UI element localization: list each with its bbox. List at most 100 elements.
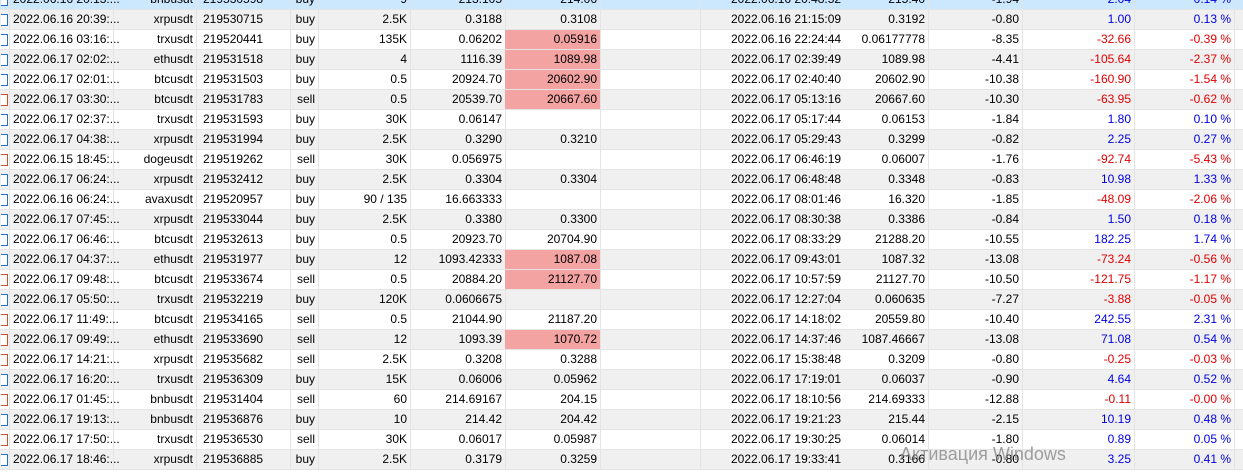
column-divider [196,430,197,450]
column-divider [290,170,291,190]
table-row: 2022.06.15 18:45:... dogeusdt 219519262 sel… [0,150,1243,170]
column-divider [700,130,701,150]
sl-cell: 1089.98 [505,50,600,69]
percent-cell: -1.54 % [1189,72,1231,86]
symbol-cell: bnbusdt [150,392,193,406]
percent-cell: 1.74 % [1193,232,1231,246]
price-cell: 213.105 [410,0,505,9]
column-divider [318,170,319,190]
close-time-cell: 2022.06.17 06:48:48 [731,172,842,186]
column-divider [830,450,831,470]
column-divider [1022,130,1023,150]
profit-cell: 10.19 [1100,412,1131,426]
time-cell: 2022.06.17 02:02:... [13,52,120,66]
profit-cell: 1.50 [1107,212,1131,226]
price-cell: 0.06017 [458,432,502,446]
column-divider [830,370,831,390]
close-time-cell: 2022.06.17 08:33:29 [731,232,842,246]
column-divider [1234,230,1235,250]
close-price-cell: 1087.32 [881,252,925,266]
column-divider [318,450,319,470]
column-divider [1134,390,1135,410]
table-row: 2022.06.17 04:38:... xrpusdt 219531994 buy 2… [0,130,1243,150]
column-divider [113,50,114,70]
type-cell: buy [295,32,315,46]
table-row: 2022.06.16 20:39:... xrpusdt 219530715 buy 2… [0,10,1243,30]
deal-icon [1,234,8,246]
column-divider [830,230,831,250]
column-divider [928,270,929,290]
column-divider [1022,350,1023,370]
column-divider [1234,0,1235,10]
column-divider [1022,290,1023,310]
close-time-cell: 2022.06.17 17:19:01 [731,372,842,386]
column-divider [830,210,831,230]
column-divider [290,230,291,250]
column-divider [928,330,929,350]
column-divider [196,10,197,30]
time-cell: 2022.06.17 03:30:... [13,92,120,106]
column-divider [700,270,701,290]
column-divider [1022,230,1023,250]
column-divider [600,30,601,50]
column-divider [1234,410,1235,430]
column-divider [113,450,114,470]
column-divider [928,430,929,450]
deal-icon [1,74,8,86]
price-cell: 0.056975 [451,152,502,166]
column-divider [928,230,929,250]
column-divider [9,310,10,330]
column-divider [700,70,701,90]
column-divider [113,70,114,90]
column-divider [600,110,601,130]
close-price-cell: 20667.60 [874,92,925,106]
column-divider [928,210,929,230]
ticket-cell: 219532219 [203,292,264,306]
close-price-cell: 0.06153 [881,112,925,126]
column-divider [290,30,291,50]
price-cell: 214.42 [465,412,502,426]
column-divider [196,190,197,210]
deal-icon [1,174,8,186]
column-divider [600,290,601,310]
profit-cell: -32.66 [1096,32,1131,46]
column-divider [318,70,319,90]
column-divider [9,110,10,130]
ticket-cell: 219531994 [203,132,264,146]
column-divider [600,150,601,170]
ticket-cell: 219533690 [203,332,264,346]
column-divider [318,190,319,210]
type-cell: buy [295,212,315,226]
percent-cell: 2.31 % [1193,312,1231,326]
swap-cell: -13.08 [984,332,1019,346]
column-divider [928,190,929,210]
symbol-cell: bnbusdt [150,412,193,426]
column-divider [113,110,114,130]
percent-cell: -1.17 % [1189,272,1231,286]
profit-cell: -160.90 [1090,72,1131,86]
ticket-cell: 219520441 [203,32,264,46]
deal-icon [1,394,8,406]
column-divider [113,230,114,250]
column-divider [410,370,411,390]
time-cell: 2022.06.16 20:13:... [10,0,120,9]
close-time-cell: 2022.06.17 02:40:40 [731,72,842,86]
type-cell: buy [290,0,318,9]
price-cell: 16.663333 [445,192,502,206]
column-divider [600,90,601,110]
column-divider [318,390,319,410]
ticket-cell: 219519262 [203,152,264,166]
swap-cell: -0.83 [991,172,1019,186]
symbol-cell: ethusdt [153,252,193,266]
column-divider [1022,150,1023,170]
column-divider [113,310,114,330]
column-divider [113,10,114,30]
column-divider [196,230,197,250]
column-divider [600,390,601,410]
profit-cell: -63.95 [1096,92,1131,106]
column-divider [830,190,831,210]
sl-cell: 0.3300 [560,212,597,226]
profit-cell: -92.74 [1096,152,1131,166]
percent-cell: -0.05 % [1189,292,1231,306]
time-cell: 2022.06.16 03:16:... [13,32,120,46]
